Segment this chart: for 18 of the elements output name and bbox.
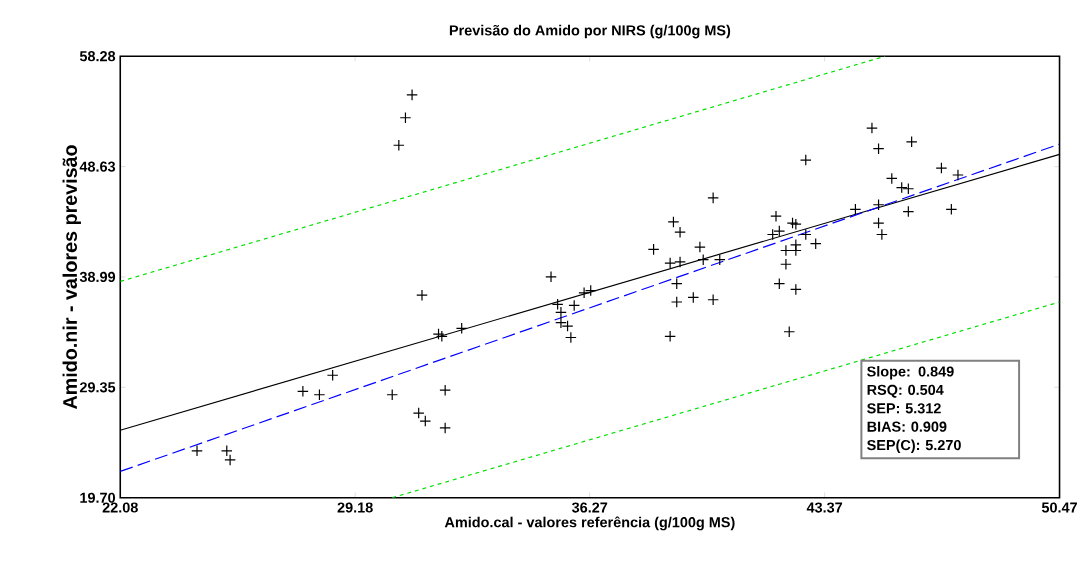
annotation: SEP(C): 5.270 bbox=[867, 439, 961, 454]
y-tick-label: 29.35 bbox=[79, 382, 116, 393]
annotation: BIAS: 0.909 bbox=[867, 421, 947, 432]
annotation: Slope: 0.849 bbox=[867, 366, 954, 380]
chart-title: Previsão do Amido por NIRS (g/100g MS) bbox=[449, 24, 731, 39]
y-axis-title: Amido.nir - valores previsão bbox=[62, 145, 81, 410]
x-axis-title: Amido.cal - valores referência (g/100g MS) bbox=[444, 516, 735, 531]
x-tick-label: 29.18 bbox=[337, 502, 373, 513]
x-tick-label: 43.37 bbox=[806, 502, 843, 513]
x-tick-label: 36.27 bbox=[571, 502, 608, 513]
y-tick-label: 48.63 bbox=[79, 161, 116, 172]
annotation: SEP: 5.312 bbox=[867, 403, 941, 414]
y-tick-label: 58.28 bbox=[79, 51, 116, 62]
x-tick-label: 50.47 bbox=[1041, 502, 1077, 513]
y-tick-label: 19.70 bbox=[80, 492, 115, 503]
x-tick-label: 22.08 bbox=[102, 502, 138, 513]
annotation: RSQ: 0.504 bbox=[867, 384, 944, 398]
y-tick-label: 38.99 bbox=[79, 271, 116, 283]
